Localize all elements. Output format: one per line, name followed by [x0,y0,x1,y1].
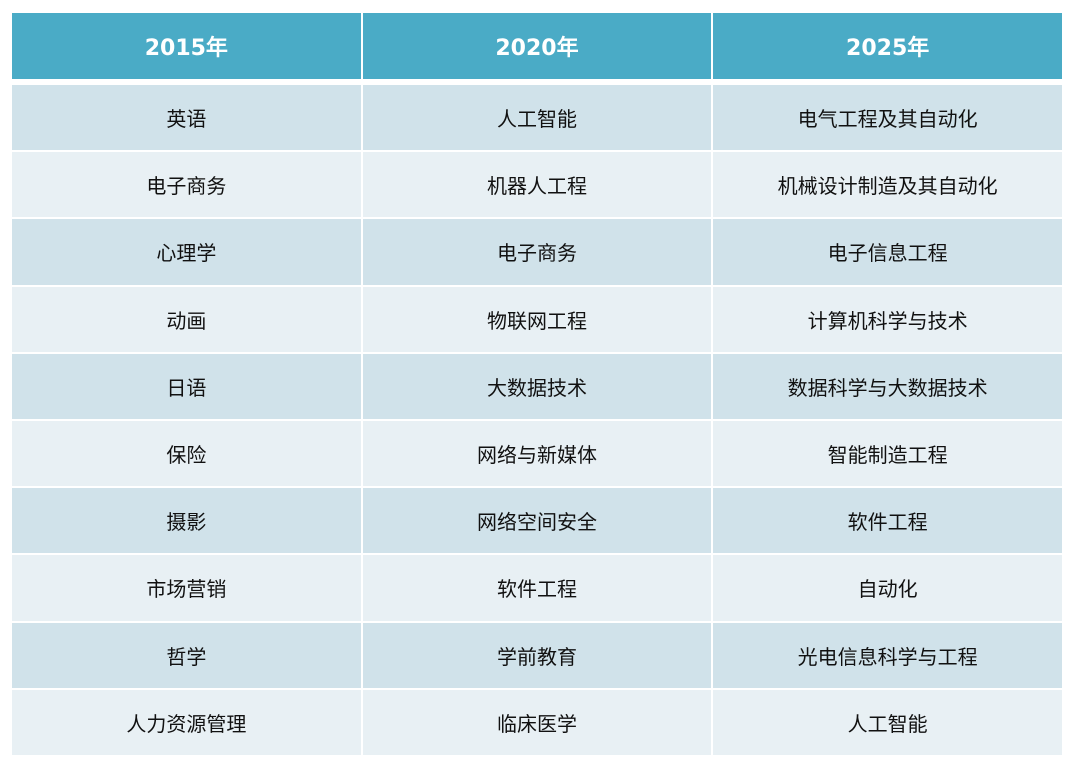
table-cell: 电子信息工程 [713,219,1062,285]
table-row: 人力资源管理 临床医学 人工智能 [12,689,1062,755]
table-cell: 软件工程 [362,555,712,621]
table-cell: 光电信息科学与工程 [713,622,1062,688]
table-cell: 电子商务 [362,219,712,285]
table-cell: 机器人工程 [362,152,712,218]
table-cell: 网络空间安全 [362,488,712,554]
table-row: 动画 物联网工程 计算机科学与技术 [12,286,1062,352]
table-cell: 计算机科学与技术 [713,286,1062,352]
table-row: 摄影 网络空间安全 软件工程 [12,488,1062,554]
table-cell: 机械设计制造及其自动化 [713,152,1062,218]
header-row: 2015年 2020年 2025年 [12,13,1062,79]
table-row: 英语 人工智能 电气工程及其自动化 [12,85,1062,151]
table-row: 电子商务 机器人工程 机械设计制造及其自动化 [12,152,1062,218]
table-cell: 数据科学与大数据技术 [713,353,1062,419]
header-cell: 2025年 [713,13,1062,79]
table-cell: 电气工程及其自动化 [713,85,1062,151]
table-cell: 软件工程 [713,488,1062,554]
table-cell: 电子商务 [12,152,361,218]
table-row: 市场营销 软件工程 自动化 [12,555,1062,621]
table-cell: 自动化 [713,555,1062,621]
table-cell: 人工智能 [362,85,712,151]
table-row: 哲学 学前教育 光电信息科学与工程 [12,622,1062,688]
header-cell: 2015年 [12,13,361,79]
table-cell: 英语 [12,85,361,151]
majors-table: 2015年 2020年 2025年 英语 人工智能 电气工程及其自动化 电子商务 机器人… [10,11,1064,757]
table-cell: 学前教育 [362,622,712,688]
table-cell: 日语 [12,353,361,419]
table-cell: 临床医学 [362,689,712,755]
header-cell: 2020年 [362,13,712,79]
table-row: 保险 网络与新媒体 智能制造工程 [12,420,1062,487]
table-cell: 心理学 [12,219,361,285]
table-cell: 人力资源管理 [12,689,361,755]
table-cell: 哲学 [12,622,361,688]
table-cell: 智能制造工程 [713,420,1062,487]
table-cell: 市场营销 [12,555,361,621]
table-cell: 人工智能 [713,689,1062,755]
table-row: 心理学 电子商务 电子信息工程 [12,219,1062,285]
table-cell: 保险 [12,420,361,487]
table-cell: 大数据技术 [362,353,712,419]
table-cell: 物联网工程 [362,286,712,352]
table-cell: 网络与新媒体 [362,420,712,487]
table-row: 日语 大数据技术 数据科学与大数据技术 [12,353,1062,419]
table-cell: 摄影 [12,488,361,554]
table-cell: 动画 [12,286,361,352]
